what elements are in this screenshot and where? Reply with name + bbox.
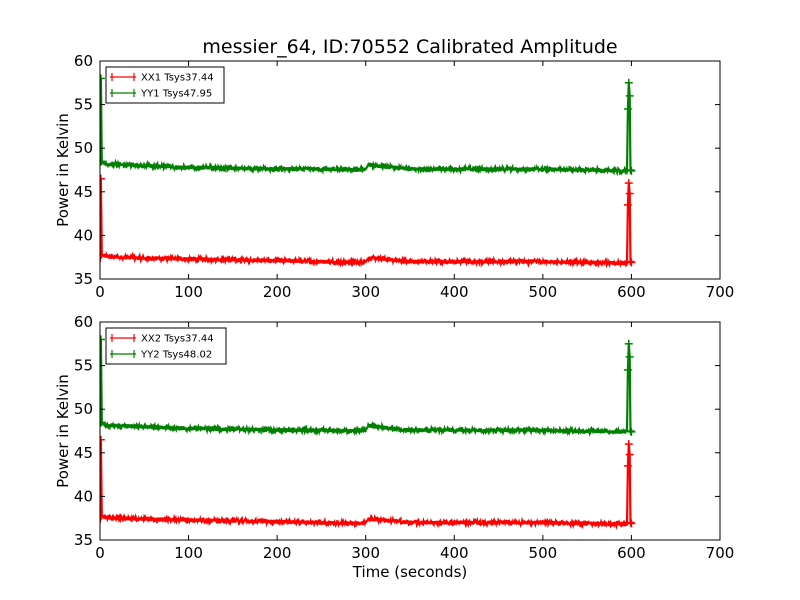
series-point [100,335,105,344]
series-point [100,74,105,83]
series-point [627,166,636,175]
legend-label: XX1 Tsys37.44 [141,73,214,84]
panel-1: 0 100 200 300 400 500 600 700 35 40 45 50 55 60 Power … [54,52,734,301]
x-axis-label: Time (seconds) [352,563,468,581]
panel-2: 0 100 200 300 400 500 600 700 35 40 45 50 55 60 Power … [54,313,734,562]
legend-label: XX2 Tsys37.44 [141,334,214,345]
series-point [626,257,635,266]
plot-frame-2 [99,321,721,541]
x-tick-label: 500 [529,544,558,562]
series-point [624,339,633,348]
x-tick-label: 700 [706,544,735,562]
y-tick-label: 40 [74,226,93,244]
x-tick-label: 200 [263,544,292,562]
y-axis-label: Power in Kelvin [54,374,72,488]
series-line-1 [100,178,633,269]
series-point [623,104,632,113]
chart-title: messier_64, ID:70552 Calibrated Amplitud… [202,36,617,58]
legend-label: YY2 Tsys48.02 [140,350,212,361]
series-point [625,189,634,198]
legend-box [105,66,225,104]
plot-area-2 [100,335,636,530]
series-point [626,427,635,435]
legend-box [105,327,227,365]
series-point [623,200,632,209]
x-tick-label: 400 [440,283,469,301]
x-tick-label: 300 [351,544,380,562]
series-point [626,166,635,174]
series-point [100,157,106,166]
series-point [625,91,634,100]
series-point [625,352,634,361]
series-line-2 [100,78,633,177]
y-tick-label: 60 [74,313,93,331]
series-point [624,78,633,87]
series-line-2 [100,339,633,437]
series-point [623,365,632,374]
y-tick-label: 55 [74,96,93,114]
series-point [100,250,106,259]
x-tick-label: 300 [351,283,380,301]
y-tick-label: 55 [74,357,93,375]
legend-2: XX2 Tsys37.44 YY2 Tsys48.02 [105,327,227,365]
plot-area-1 [100,74,636,269]
series-point [100,511,106,520]
y-tick-label: 50 [74,139,93,157]
x-tick-label: 0 [95,283,105,301]
y-tick-label: 35 [74,531,93,549]
panels: 0 100 200 300 400 500 600 700354045505560Power … [54,52,734,562]
x-tick-label: 400 [440,544,469,562]
x-tick-label: 0 [95,544,105,562]
x-tick-label: 700 [706,283,735,301]
x-tick-label: 600 [617,544,646,562]
series-point [100,174,105,183]
series-point [100,435,105,444]
series-point [627,519,636,528]
series-point [626,518,635,527]
y-tick-label: 45 [74,183,93,201]
y-tick-label: 50 [74,400,93,418]
series-point [623,461,632,470]
y-tick-label: 60 [74,52,93,70]
series-point [625,450,634,459]
series-point [100,418,106,427]
series-point [624,440,633,449]
x-tick-label: 200 [263,283,292,301]
series-point [627,258,636,267]
plot-frame-1 [99,60,721,280]
y-tick-label: 40 [74,487,93,505]
series-point [627,427,636,436]
legend-label: YY1 Tsys47.95 [140,89,212,100]
y-axis-label: Power in Kelvin [54,113,72,227]
x-tick-label: 100 [174,544,203,562]
x-tick-label: 100 [174,283,203,301]
y-tick-label: 35 [74,270,93,288]
x-tick-label: 600 [617,283,646,301]
series-point [624,179,633,188]
y-tick-label: 45 [74,444,93,462]
x-tick-label: 500 [529,283,558,301]
legend-1: XX1 Tsys37.44 YY1 Tsys47.95 [105,66,225,104]
series-line-1 [100,439,633,530]
